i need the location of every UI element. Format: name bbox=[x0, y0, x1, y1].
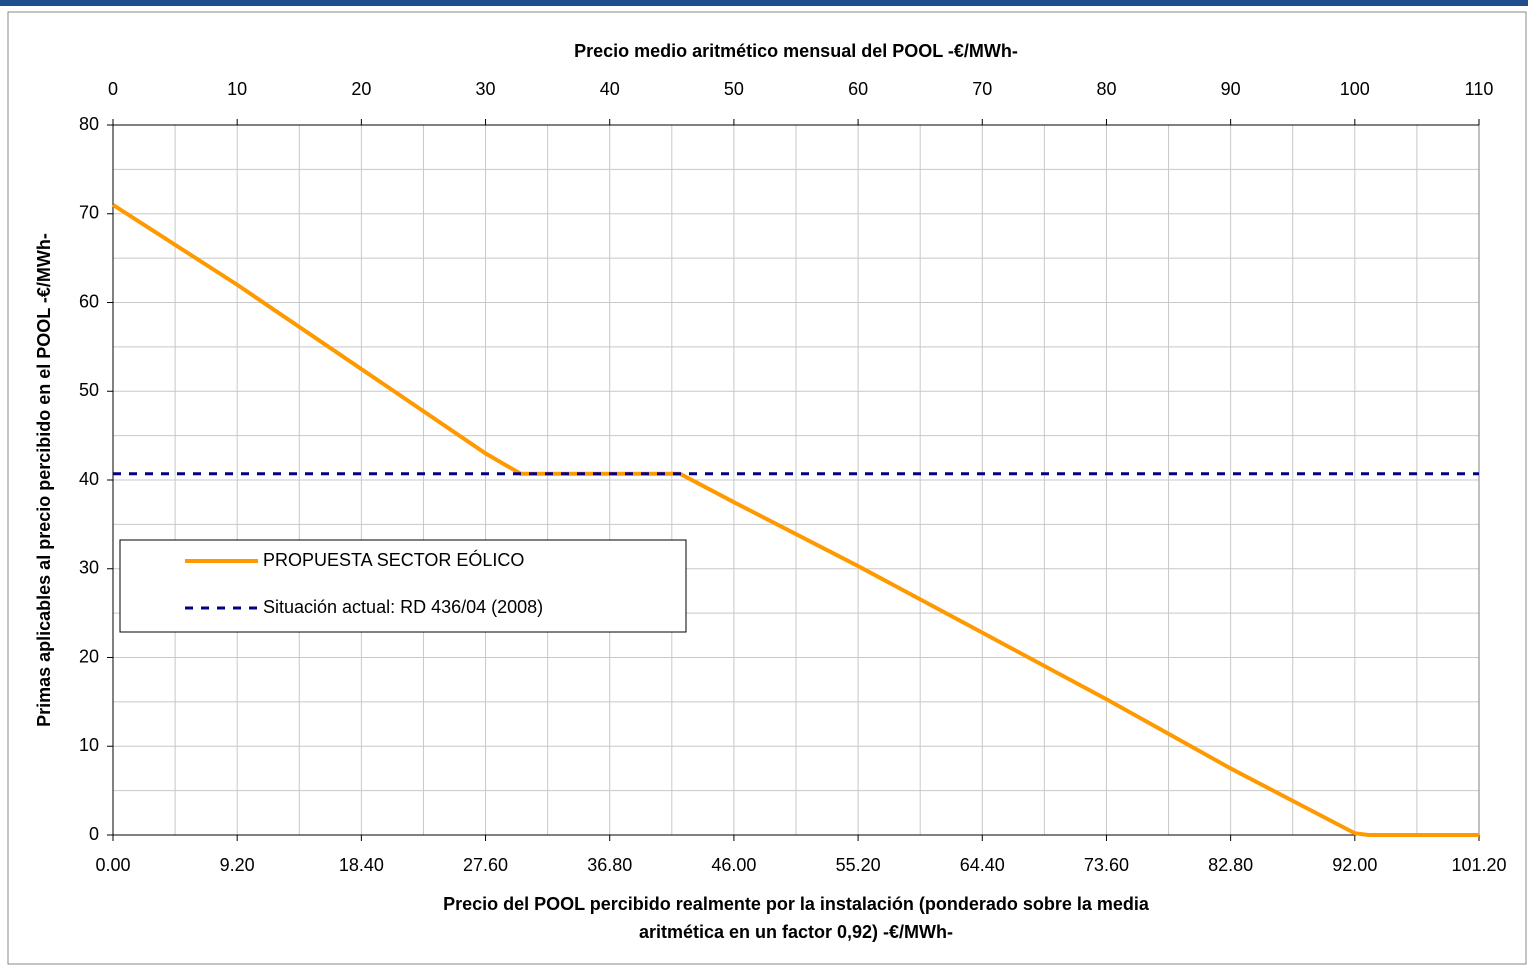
x2-tick-label: 100 bbox=[1340, 79, 1370, 99]
y-tick-label: 60 bbox=[79, 291, 99, 311]
x-tick-label: 92.00 bbox=[1332, 855, 1377, 875]
x-tick-label: 82.80 bbox=[1208, 855, 1253, 875]
x-tick-label: 73.60 bbox=[1084, 855, 1129, 875]
x2-tick-label: 10 bbox=[227, 79, 247, 99]
x-tick-label: 27.60 bbox=[463, 855, 508, 875]
y-tick-label: 0 bbox=[89, 824, 99, 844]
x2-tick-label: 30 bbox=[476, 79, 496, 99]
x2-tick-label: 20 bbox=[351, 79, 371, 99]
legend-box bbox=[119, 539, 687, 633]
series-line bbox=[111, 203, 1479, 837]
x-tick-label: 9.20 bbox=[220, 855, 255, 875]
x-axis-title: aritmética en un factor 0,92) -€/MWh- bbox=[639, 922, 953, 942]
x2-tick-label: 110 bbox=[1465, 79, 1494, 99]
x-tick-label: 55.20 bbox=[836, 855, 881, 875]
x-tick-label: 18.40 bbox=[339, 855, 384, 875]
x-tick-label: 101.20 bbox=[1451, 855, 1506, 875]
y-tick-label: 70 bbox=[79, 203, 99, 223]
x-tick-label: 36.80 bbox=[587, 855, 632, 875]
y-tick-label: 10 bbox=[79, 735, 99, 755]
x2-tick-label: 50 bbox=[724, 79, 744, 99]
x2-tick-label: 40 bbox=[600, 79, 620, 99]
x-tick-label: 64.40 bbox=[960, 855, 1005, 875]
y-tick-label: 50 bbox=[79, 380, 99, 400]
chart-title: Precio medio aritmético mensual del POOL… bbox=[574, 41, 1018, 61]
x2-tick-label: 90 bbox=[1221, 79, 1241, 99]
x-axis-title: Precio del POOL percibido realmente por … bbox=[443, 894, 1150, 914]
legend-label: Situación actual: RD 436/04 (2008) bbox=[263, 597, 543, 617]
y-tick-label: 80 bbox=[79, 114, 99, 134]
x-tick-label: 46.00 bbox=[711, 855, 756, 875]
x2-tick-label: 70 bbox=[972, 79, 992, 99]
legend-label: PROPUESTA SECTOR EÓLICO bbox=[263, 549, 524, 570]
x2-tick-label: 60 bbox=[848, 79, 868, 99]
y-axis-title: Primas aplicables al precio percibido en… bbox=[34, 233, 54, 727]
frame bbox=[7, 11, 1527, 965]
x2-tick-label: 80 bbox=[1096, 79, 1116, 99]
top-bar bbox=[0, 0, 1528, 6]
y-tick-label: 40 bbox=[79, 469, 99, 489]
x-tick-label: 0.00 bbox=[95, 855, 130, 875]
y-tick-label: 30 bbox=[79, 558, 99, 578]
x2-tick-label: 0 bbox=[108, 79, 118, 99]
y-tick-label: 20 bbox=[79, 646, 99, 666]
